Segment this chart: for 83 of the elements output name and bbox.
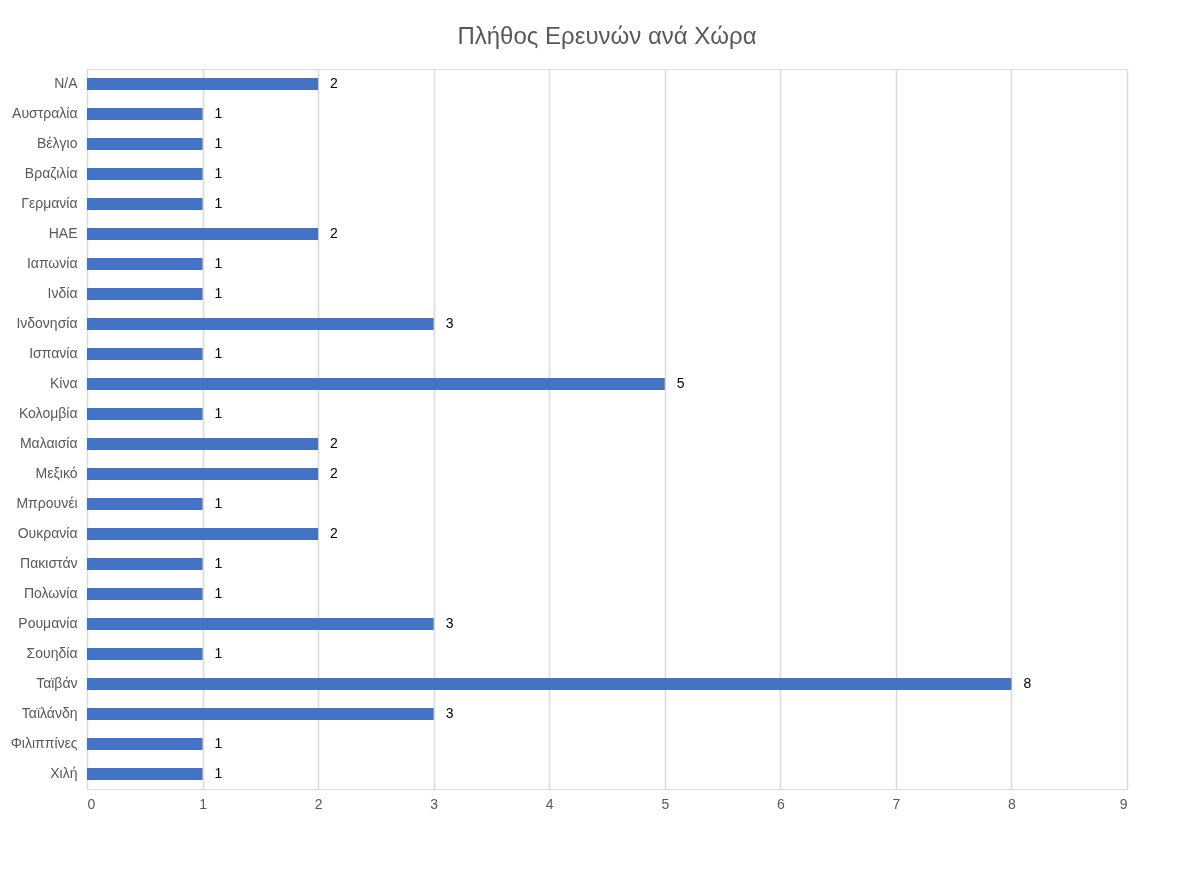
data-label: 8	[1023, 675, 1032, 691]
data-label: 3	[445, 705, 454, 721]
y-tick-label: Ταϊβάν	[36, 675, 78, 691]
bar	[87, 558, 203, 570]
data-label: 5	[676, 375, 685, 391]
bar	[87, 138, 203, 150]
data-label: 1	[214, 195, 223, 211]
bar	[87, 648, 203, 660]
y-tick-label: Κολομβία	[18, 405, 78, 421]
bar	[87, 768, 203, 780]
x-tick-label: 3	[430, 795, 439, 812]
y-tick-label: Ταϊλάνδη	[21, 705, 78, 721]
bar	[87, 498, 203, 510]
x-tick-label: 6	[776, 795, 785, 812]
data-label: 1	[214, 135, 223, 151]
data-label: 2	[330, 435, 339, 451]
bar	[87, 408, 203, 420]
bar	[87, 228, 319, 240]
bar	[87, 708, 434, 720]
data-label: 1	[214, 105, 223, 121]
y-tick-label: Γερμανία	[21, 195, 78, 211]
data-label: 1	[214, 255, 223, 271]
y-tick-label: Χιλή	[50, 765, 78, 781]
x-tick-label: 8	[1008, 795, 1017, 812]
x-tick-label: 2	[314, 795, 323, 812]
y-tick-label: Βέλγιο	[37, 135, 78, 151]
bar	[87, 198, 203, 210]
bar	[87, 528, 319, 540]
bar	[87, 258, 203, 270]
data-label: 2	[330, 465, 339, 481]
bar	[87, 348, 203, 360]
x-tick-label: 5	[661, 795, 670, 812]
data-label: 1	[214, 765, 223, 781]
x-tick-label: 0	[87, 795, 96, 812]
data-label: 2	[330, 75, 339, 91]
data-label: 2	[330, 225, 339, 241]
y-tick-label: Ιαπωνία	[26, 255, 78, 271]
data-label: 2	[330, 525, 339, 541]
x-tick-label: 9	[1119, 795, 1128, 812]
data-label: 1	[214, 405, 223, 421]
y-tick-label: N/A	[54, 75, 79, 91]
data-label: 1	[214, 285, 223, 301]
bar	[87, 168, 203, 180]
x-tick-label: 4	[545, 795, 554, 812]
bar	[87, 318, 434, 330]
bar	[87, 438, 319, 450]
bar	[87, 78, 319, 90]
y-tick-label: Βραζιλία	[24, 165, 78, 181]
bar	[87, 618, 434, 630]
y-tick-label: Ρουμανία	[18, 615, 78, 631]
data-label: 1	[214, 585, 223, 601]
x-tick-label: 7	[892, 795, 901, 812]
chart-title: Πλήθος Ερευνών ανά Χώρα	[457, 22, 757, 49]
y-tick-label: Μπρουνέι	[16, 495, 78, 511]
y-tick-label: Πακιστάν	[20, 555, 78, 571]
data-label: 1	[214, 165, 223, 181]
data-label: 1	[214, 495, 223, 511]
y-tick-label: Μεξικό	[35, 465, 78, 481]
y-tick-label: Κίνα	[49, 375, 78, 391]
y-tick-label: Ισπανία	[29, 345, 78, 361]
data-label: 1	[214, 735, 223, 751]
x-tick-label: 1	[199, 795, 208, 812]
bar	[87, 678, 1012, 690]
y-tick-label: Μαλαισία	[19, 435, 78, 451]
bar	[87, 468, 319, 480]
y-tick-label: Φιλιππίνες	[10, 735, 78, 751]
y-tick-label: Αυστραλία	[12, 105, 78, 121]
y-tick-label: Ουκρανία	[17, 525, 78, 541]
data-label: 3	[445, 315, 454, 331]
data-label: 1	[214, 645, 223, 661]
y-tick-label: Πολωνία	[23, 585, 78, 601]
y-tick-label: Ινδονησία	[16, 315, 78, 331]
data-label: 3	[445, 615, 454, 631]
y-tick-label: ΗΑΕ	[48, 225, 78, 241]
bar	[87, 288, 203, 300]
y-tick-label: Σουηδία	[26, 645, 78, 661]
bar	[87, 378, 665, 390]
data-label: 1	[214, 345, 223, 361]
y-tick-label: Ινδία	[47, 285, 78, 301]
bar	[87, 108, 203, 120]
data-label: 1	[214, 555, 223, 571]
bar	[87, 738, 203, 750]
bar	[87, 588, 203, 600]
